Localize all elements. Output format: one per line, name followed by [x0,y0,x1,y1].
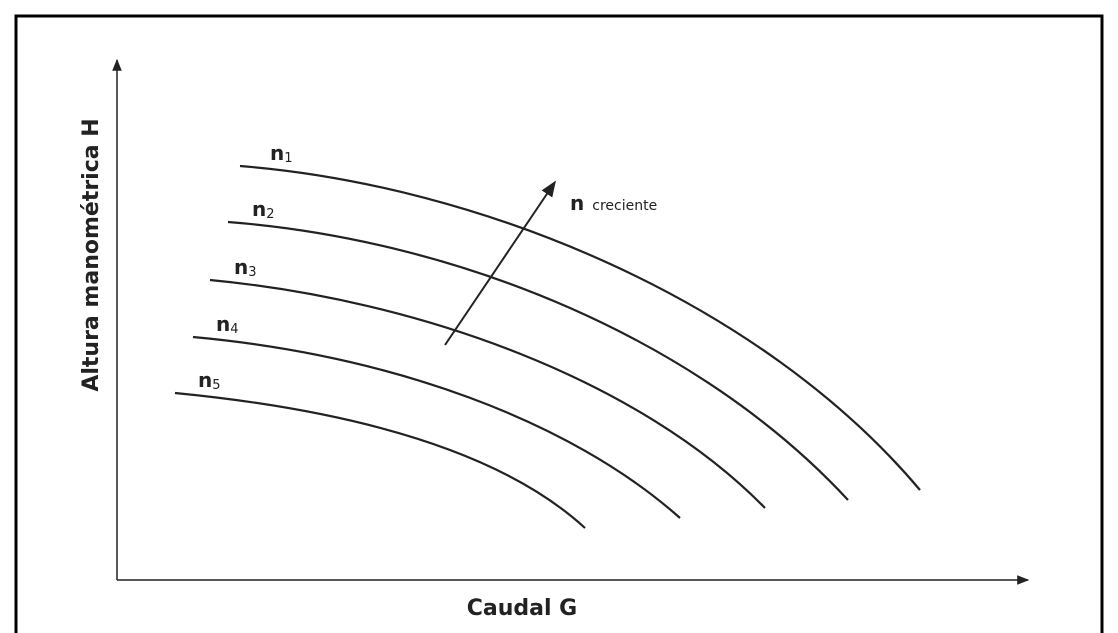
curve-label: n4 [216,312,239,337]
curve-label: n2 [252,197,275,222]
curve [174,391,586,529]
curve-label-sub: 2 [266,207,274,222]
curve-label-main: n [252,197,266,221]
curve [209,278,766,509]
curve-label-main: n [270,141,284,165]
curve-label-main: n [198,368,212,392]
curve-label-sub: 1 [284,151,292,166]
curve [227,220,849,501]
curve-label-main: n [234,255,248,279]
curve [239,164,921,491]
arrow-label: n creciente [570,191,657,215]
curve-label: n1 [270,141,293,166]
curve-label: n5 [198,368,221,393]
frame [14,14,1104,633]
curve-label-sub: 3 [248,265,256,280]
x-axis-label: Caudal G [467,596,578,621]
curve-label-sub: 4 [230,322,238,337]
y-axis-label: Altura manométrica H [79,118,104,391]
increase-arrow [444,180,556,346]
curve-label-sub: 5 [212,378,220,393]
curve-label-main: n [216,312,230,336]
arrow-label-text: creciente [592,198,657,214]
curve [192,335,681,519]
arrow-label-main: n [570,191,584,215]
curve-label: n3 [234,255,257,280]
